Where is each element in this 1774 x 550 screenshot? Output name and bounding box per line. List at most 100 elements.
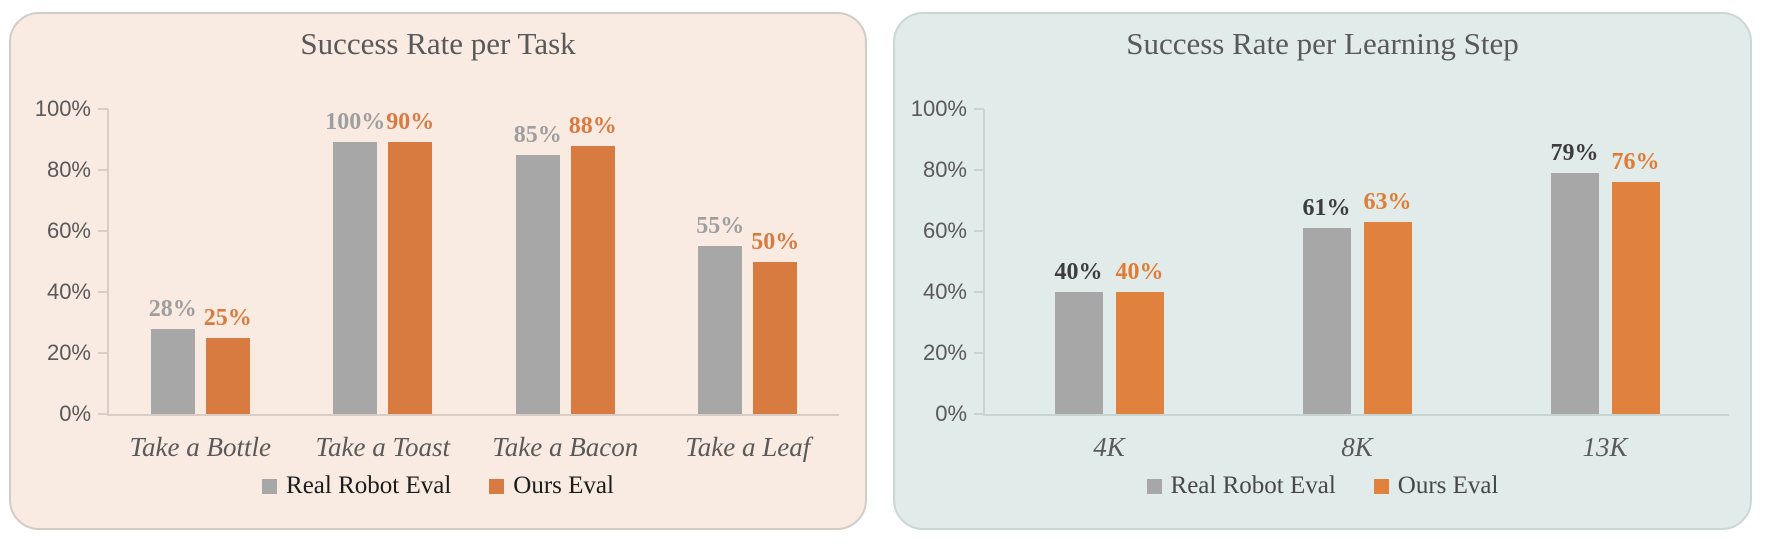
bar-column: 50%	[751, 109, 800, 414]
x-axis-label: Take a Bacon	[492, 432, 639, 462]
legend-item-real-robot-eval: Real Robot Eval	[262, 472, 451, 500]
legend-label: Real Robot Eval	[1170, 472, 1336, 499]
y-tick-mark	[98, 169, 108, 171]
bar-group: 55% 50%	[657, 109, 840, 414]
bar-column: 28%	[148, 109, 197, 414]
bar-group: 28% 25%	[109, 109, 292, 414]
bar-value-label: 55%	[696, 213, 745, 240]
bar-value-label: 50%	[751, 228, 800, 255]
y-tick-label: 40%	[922, 279, 967, 304]
chart-legend: Real Robot Eval Ours Eval	[895, 472, 1750, 500]
chart-title: Success Rate per Learning Step	[1126, 26, 1519, 61]
chart-panel-success-rate-per-learning-step: Success Rate per Learning Step 0% 20% 40% 6…	[893, 12, 1752, 530]
y-tick-label: 60%	[46, 218, 91, 243]
y-tick-mark	[974, 169, 984, 171]
bar-group: 85% 88%	[474, 109, 657, 414]
bar-column: 88%	[568, 109, 617, 414]
legend-swatch-icon	[489, 478, 505, 494]
bar-groups: 28% 25% 100% 90% 85% 88% 55% 50%	[109, 109, 839, 414]
bar-column: 40%	[1054, 109, 1103, 414]
bar-real-robot-eval	[1054, 292, 1103, 414]
y-tick-mark	[974, 291, 984, 293]
y-tick-label: 0%	[59, 401, 91, 426]
x-axis-labels: Take a Bottle Take a Toast Take a Bacon Tak…	[109, 432, 839, 463]
x-axis-label: 13K	[1582, 432, 1628, 462]
bar-value-label: 79%	[1550, 140, 1599, 167]
bar-value-label: 90%	[386, 109, 435, 135]
bar-group: 61% 63%	[1233, 109, 1481, 414]
y-tick-mark	[98, 230, 108, 232]
bar-column: 61%	[1302, 109, 1351, 414]
bar-value-label: 76%	[1611, 149, 1660, 176]
bar-column: 90%	[386, 109, 435, 414]
legend-item-real-robot-eval: Real Robot Eval	[1146, 472, 1336, 500]
y-tick-mark	[974, 108, 984, 110]
bar-group: 40% 40%	[985, 109, 1233, 414]
y-tick-label: 80%	[922, 157, 967, 182]
bar-value-label: 40%	[1115, 259, 1164, 285]
bar-value-label: 88%	[568, 112, 617, 139]
bar-ours-eval	[205, 337, 250, 414]
legend-label: Ours Eval	[513, 472, 614, 499]
bar-column: 79%	[1550, 109, 1599, 414]
bar-ours-eval	[753, 261, 798, 414]
bar-value-label: 63%	[1363, 188, 1412, 215]
y-tick-mark	[98, 413, 108, 415]
legend-swatch-icon	[1146, 478, 1162, 494]
y-tick-mark	[98, 352, 108, 354]
bar-real-robot-eval	[1550, 173, 1599, 414]
x-axis-label: Take a Leaf	[685, 432, 811, 462]
chart-title: Success Rate per Task	[300, 26, 576, 61]
bar-ours-eval	[1115, 292, 1164, 414]
plot-area: 0% 20% 40% 60% 80% 100% 40% 40% 61% 63% 79% 76%	[911, 97, 1729, 426]
chart-legend: Real Robot Eval Ours Eval	[11, 472, 865, 500]
bar-column: 40%	[1115, 109, 1164, 414]
bar-column: 76%	[1611, 109, 1660, 414]
bar-real-robot-eval	[333, 142, 378, 414]
bar-group: 79% 76%	[1481, 109, 1729, 414]
bar-ours-eval	[570, 145, 615, 414]
legend-item-ours-eval: Ours Eval	[1373, 472, 1499, 500]
bar-value-label: 25%	[203, 304, 252, 331]
bar-real-robot-eval	[1302, 227, 1351, 414]
x-axis-label: 8K	[1341, 432, 1373, 462]
bar-group: 100% 90%	[292, 109, 475, 414]
y-tick-mark	[974, 352, 984, 354]
legend-label: Ours Eval	[1397, 472, 1499, 499]
bar-groups: 40% 40% 61% 63% 79% 76%	[985, 109, 1729, 414]
y-tick-label: 80%	[46, 157, 91, 182]
x-axis-label: Take a Toast	[315, 432, 451, 462]
x-axis-label: Take a Bottle	[129, 432, 272, 462]
y-tick-label: 40%	[46, 279, 91, 304]
bar-ours-eval	[1611, 182, 1660, 414]
bar-real-robot-eval	[150, 328, 195, 414]
x-axis-label: 4K	[1093, 432, 1125, 462]
y-tick-label: 0%	[935, 401, 967, 426]
bar-ours-eval	[1363, 221, 1412, 414]
legend-swatch-icon	[1373, 478, 1389, 494]
y-tick-mark	[974, 230, 984, 232]
bar-column: 55%	[696, 109, 745, 414]
y-tick-label: 20%	[922, 340, 967, 365]
legend-item-ours-eval: Ours Eval	[489, 472, 614, 500]
y-tick-label: 100%	[34, 96, 91, 121]
y-tick-label: 20%	[46, 340, 91, 365]
plot-area: 0% 20% 40% 60% 80% 100% 28% 25% 100% 90% 85% 88% 55%…	[35, 97, 839, 426]
y-tick-label: 100%	[910, 96, 967, 121]
bar-value-label: 28%	[148, 295, 197, 322]
bar-column: 100%	[325, 109, 385, 414]
bar-value-label: 100%	[325, 109, 386, 135]
legend-label: Real Robot Eval	[286, 472, 452, 499]
bar-real-robot-eval	[698, 246, 743, 414]
y-tick-mark	[98, 291, 108, 293]
legend-swatch-icon	[262, 478, 278, 494]
y-tick-label: 60%	[922, 218, 967, 243]
bar-column: 63%	[1363, 109, 1412, 414]
bar-column: 85%	[514, 109, 562, 414]
chart-panel-success-rate-per-task: Success Rate per Task 0% 20% 40% 60% 80% 100%…	[9, 12, 867, 530]
bar-real-robot-eval	[515, 154, 560, 414]
bar-value-label: 61%	[1302, 194, 1351, 221]
y-tick-mark	[98, 108, 108, 110]
x-axis-labels: 4K 8K 13K	[985, 432, 1729, 463]
bar-value-label: 40%	[1054, 259, 1103, 285]
